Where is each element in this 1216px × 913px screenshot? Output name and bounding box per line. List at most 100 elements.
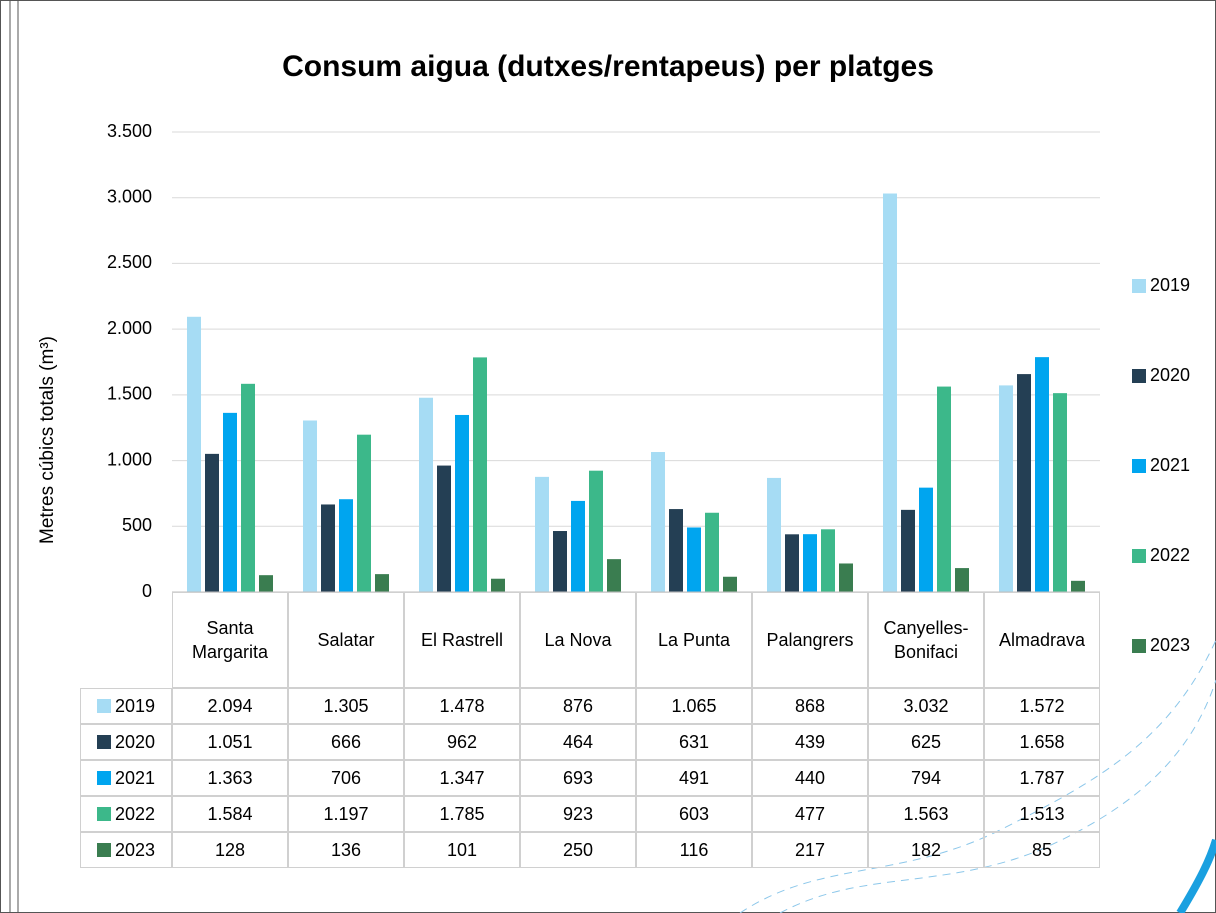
category-cell: Canyelles-Bonifaci [868,592,984,688]
table-value: 182 [868,832,984,868]
legend-label: 2020 [1150,365,1190,386]
table-value: 1.197 [288,796,404,832]
bar [571,501,585,592]
bar [705,513,719,592]
bar [937,387,951,592]
bar [839,563,853,592]
bar [821,529,835,592]
row-label: 2020 [115,732,155,753]
legend-swatch [97,771,111,785]
bar [669,509,683,592]
legend-entry: 2022 [1132,545,1190,566]
y-tick-label: 500 [122,515,152,535]
table-row-key: 2023 [80,832,172,868]
bar [455,415,469,592]
bar [187,317,201,592]
table-value: 464 [520,724,636,760]
legend-swatch [1132,369,1146,383]
chart-title: Consum aigua (dutxes/rentapeus) per plat… [282,50,934,83]
table-value: 250 [520,832,636,868]
table-value: 625 [868,724,984,760]
category-cell: Salatar [288,592,404,688]
table-value: 1.051 [172,724,288,760]
table-value: 1.478 [404,688,520,724]
row-label: 2023 [115,840,155,861]
bar [919,488,933,592]
table-value: 85 [984,832,1100,868]
category-cell: El Rastrell [404,592,520,688]
legend-swatch [97,843,111,857]
bar [1053,393,1067,592]
legend-swatch [1132,279,1146,293]
table-value: 2.094 [172,688,288,724]
category-cell: Santa Margarita [172,592,288,688]
bar [767,478,781,592]
table-value: 101 [404,832,520,868]
legend-label: 2019 [1150,275,1190,296]
bar [1071,581,1085,592]
legend-label: 2022 [1150,545,1190,566]
legend-label: 2023 [1150,635,1190,656]
table-value: 1.572 [984,688,1100,724]
bar [241,384,255,592]
y-tick-label: 3.500 [107,121,152,141]
table-value: 1.065 [636,688,752,724]
bar [1017,374,1031,592]
bar [901,510,915,592]
table-value: 868 [752,688,868,724]
table-value: 876 [520,688,636,724]
table-value: 477 [752,796,868,832]
y-axis-label: Metres cúbics totals (m³) [37,336,58,544]
legend-label: 2021 [1150,455,1190,476]
page: {"chart_data": {"type": "bar", "title": … [0,0,1216,913]
bar [419,398,433,592]
bar [357,435,371,592]
legend-entry: 2019 [1132,275,1190,296]
table-value: 116 [636,832,752,868]
table-value: 1.584 [172,796,288,832]
row-label: 2019 [115,696,155,717]
table-value: 693 [520,760,636,796]
legend-swatch [97,699,111,713]
table-value: 136 [288,832,404,868]
y-tick-label: 1.000 [107,449,152,469]
category-cell: Almadrava [984,592,1100,688]
legend-swatch [1132,459,1146,473]
bar [473,357,487,592]
y-tick-label: 1.500 [107,384,152,404]
table-value: 603 [636,796,752,832]
bar [375,574,389,592]
table-value: 217 [752,832,868,868]
legend-swatch [1132,549,1146,563]
bar [437,466,451,592]
table-row-key: 2022 [80,796,172,832]
row-label: 2021 [115,768,155,789]
table-row-key: 2021 [80,760,172,796]
table-value: 1.363 [172,760,288,796]
table-value: 1.787 [984,760,1100,796]
bar [339,499,353,592]
bar [205,454,219,592]
legend-swatch [97,735,111,749]
y-tick-label: 0 [142,581,152,601]
bar [535,477,549,592]
bar [321,504,335,592]
bar [589,471,603,592]
table-value: 1.785 [404,796,520,832]
category-cell: Palangrers [752,592,868,688]
bar [785,534,799,592]
table-value: 794 [868,760,984,796]
table-value: 440 [752,760,868,796]
table-value: 666 [288,724,404,760]
bar [223,413,237,592]
table-value: 1.658 [984,724,1100,760]
bar [651,452,665,592]
y-tick-label: 2.000 [107,318,152,338]
category-cell: La Nova [520,592,636,688]
table-value: 1.563 [868,796,984,832]
bar [303,420,317,592]
bar [1035,357,1049,592]
table-value: 439 [752,724,868,760]
table-value: 631 [636,724,752,760]
table-value: 491 [636,760,752,796]
